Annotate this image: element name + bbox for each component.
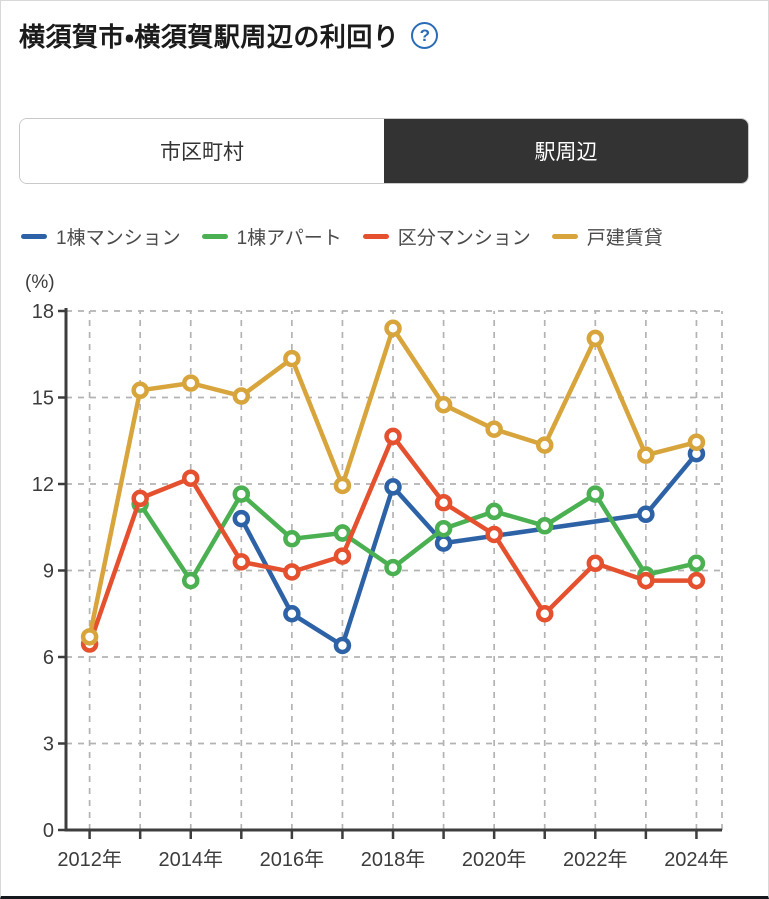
legend-item-3[interactable]: 戸建賃貸 (551, 223, 663, 250)
data-point[interactable] (283, 605, 301, 623)
data-point[interactable] (333, 524, 352, 542)
tab-station-area[interactable]: 駅周辺 (384, 119, 748, 183)
series-0 (232, 444, 706, 655)
legend-swatch-icon (362, 233, 389, 239)
y-tick-label: 18 (32, 301, 54, 323)
data-point[interactable] (283, 530, 301, 548)
data-point[interactable] (586, 329, 605, 348)
legend-swatch-icon (21, 233, 47, 239)
data-point[interactable] (535, 517, 554, 535)
x-tick-label: 2012年 (57, 848, 122, 871)
series-2 (80, 427, 706, 653)
data-point[interactable] (637, 505, 655, 524)
page-title: 横須賀市・横須賀駅周辺の利回り (19, 22, 400, 52)
legend-swatch-icon (551, 233, 578, 239)
data-point[interactable] (333, 476, 352, 495)
y-tick-label: 15 (32, 388, 54, 410)
data-point[interactable] (586, 554, 605, 573)
y-axis-ticks: 0 3 6 9 12 15 18 (32, 301, 66, 842)
data-point[interactable] (384, 319, 402, 338)
help-icon[interactable]: ? (411, 22, 439, 49)
legend-label: 1棟マンション (56, 227, 181, 249)
data-point[interactable] (283, 349, 301, 368)
x-tick-label: 2016年 (260, 848, 325, 871)
legend-swatch-icon (201, 233, 228, 239)
data-point[interactable] (586, 485, 605, 503)
data-point[interactable] (637, 571, 655, 590)
data-point[interactable] (283, 563, 301, 581)
data-point[interactable] (181, 571, 200, 590)
y-tick-label: 6 (43, 647, 54, 669)
legend-label: 1棟アパート (236, 227, 342, 249)
data-point[interactable] (131, 381, 149, 400)
data-point[interactable] (485, 502, 503, 521)
data-point[interactable] (434, 519, 453, 538)
data-point[interactable] (434, 493, 453, 512)
data-point[interactable] (687, 554, 706, 573)
data-point[interactable] (80, 628, 99, 646)
x-tick-label: 2022年 (563, 848, 628, 871)
data-point[interactable] (333, 547, 352, 565)
series-3 (80, 319, 706, 646)
data-point[interactable] (232, 387, 251, 405)
x-tick-label: 2018年 (361, 848, 426, 871)
x-tick-label: 2024年 (664, 848, 729, 871)
data-point[interactable] (384, 478, 402, 496)
data-point[interactable] (687, 571, 706, 590)
data-point[interactable] (232, 553, 251, 571)
data-point[interactable] (535, 436, 554, 454)
tab-municipality[interactable]: 市区町村 (20, 119, 384, 183)
data-point[interactable] (232, 485, 251, 503)
header: 横須賀市・横須賀駅周辺の利回り ? (1, 1, 768, 54)
area-tab-group: 市区町村 駅周辺 (19, 118, 749, 184)
x-axis-ticks: 2012年 2014年 2016年 2018年 2020年 2022年 2024年 (57, 830, 729, 871)
data-point[interactable] (333, 636, 352, 655)
y-tick-label: 0 (43, 820, 54, 842)
chart-legend: 1棟マンション 1棟アパート 区分マンション 戸建賃貸 (21, 223, 768, 250)
legend-label: 区分マンション (397, 227, 531, 249)
series-line-1 (137, 491, 699, 583)
data-point[interactable] (637, 446, 655, 464)
data-point[interactable] (485, 525, 503, 544)
y-tick-label: 9 (43, 561, 54, 583)
data-point[interactable] (535, 605, 554, 623)
data-point[interactable] (181, 374, 200, 392)
legend-item-0[interactable]: 1棟マンション (21, 223, 181, 250)
data-point[interactable] (232, 509, 251, 528)
data-point[interactable] (131, 489, 149, 508)
data-point[interactable] (485, 420, 503, 438)
y-axis-unit-label: (%) (25, 272, 55, 293)
legend-label: 戸建賃貸 (586, 227, 663, 249)
data-point[interactable] (687, 433, 706, 451)
data-point[interactable] (181, 469, 200, 487)
x-tick-label: 2020年 (462, 848, 527, 871)
y-tick-label: 3 (43, 734, 54, 756)
x-tick-label: 2014年 (158, 848, 223, 871)
legend-item-2[interactable]: 区分マンション (362, 223, 531, 250)
y-tick-label: 12 (32, 474, 54, 496)
legend-item-1[interactable]: 1棟アパート (201, 223, 342, 250)
data-point[interactable] (434, 534, 453, 552)
data-point[interactable] (434, 395, 453, 414)
data-point[interactable] (384, 558, 402, 577)
data-point[interactable] (384, 427, 402, 446)
